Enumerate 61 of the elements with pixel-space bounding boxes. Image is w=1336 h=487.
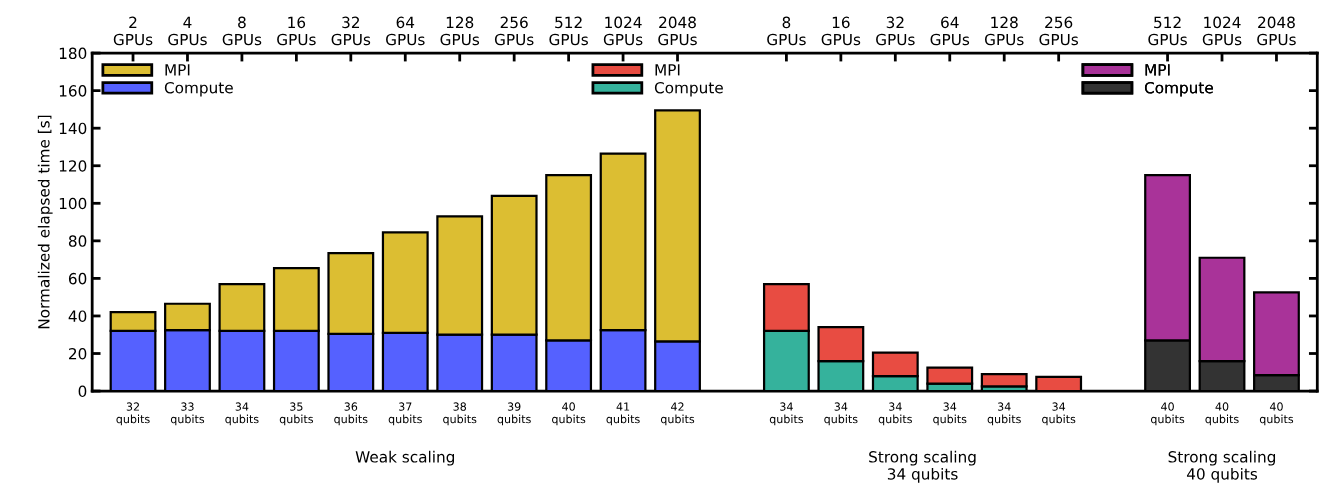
x-tick-label: 512 GPUs bbox=[549, 16, 588, 46]
x-tick-label: 256 GPUs bbox=[1039, 16, 1079, 46]
text: 40 qubits bbox=[1259, 402, 1294, 426]
y-tick-label: 180 bbox=[59, 47, 87, 60]
x-tick-label: 64 GPUs bbox=[930, 16, 970, 46]
text: 32 qubits bbox=[116, 402, 150, 426]
x-tick-label: 1024 GPUs bbox=[1202, 16, 1242, 46]
x-tick-label: 1024 GPUs bbox=[603, 16, 643, 46]
y-tick-label: 120 bbox=[59, 160, 87, 172]
y-tick-label: 0 bbox=[78, 385, 87, 398]
x-tick-label: 128 GPUs bbox=[440, 16, 480, 46]
x-tick-label: 32 GPUs bbox=[331, 16, 371, 46]
legend-label: Compute bbox=[654, 81, 723, 97]
legend-label: MPI bbox=[165, 64, 190, 76]
y-tick-label: 60 bbox=[68, 272, 87, 285]
text: Weak scaling bbox=[355, 450, 455, 466]
legend-label: MPI bbox=[1145, 64, 1170, 76]
text: 34 qubits bbox=[933, 402, 967, 426]
text: 34 qubits bbox=[1042, 402, 1076, 426]
text: 42 qubits bbox=[660, 402, 695, 426]
text: 33 qubits bbox=[170, 402, 205, 426]
legend-label: Compute bbox=[164, 81, 233, 97]
text: Strong scaling 34 qubits bbox=[869, 450, 976, 483]
y-tick-label: 160 bbox=[59, 85, 87, 97]
text: 40 qubits bbox=[1205, 402, 1239, 426]
text: 37 qubits bbox=[388, 402, 422, 426]
x-tick-label: 64 GPUs bbox=[386, 16, 425, 46]
y-tick-label: 20 bbox=[69, 347, 87, 360]
bar bbox=[980, 373, 1028, 388]
x-tick-label: 512 GPUs bbox=[1148, 16, 1187, 46]
x-tick-label: 32 GPUs bbox=[876, 16, 915, 46]
x-tick-label: 128 GPUs bbox=[984, 16, 1024, 46]
text: 34 qubits bbox=[225, 402, 259, 426]
x-tick-label: 2 GPUs bbox=[113, 16, 153, 46]
text: 40 qubits bbox=[552, 402, 586, 426]
text: 34 qubits bbox=[824, 402, 858, 426]
text: 41 qubits bbox=[606, 402, 640, 426]
text: 38 qubits bbox=[443, 402, 477, 426]
x-tick-label: 16 GPUs bbox=[277, 16, 316, 46]
text: 40 qubits bbox=[1150, 402, 1185, 426]
text: Strong scaling 40 qubits bbox=[1168, 450, 1276, 483]
y-tick-label: 140 bbox=[59, 122, 87, 135]
text: 35 qubits bbox=[279, 402, 314, 426]
legend-label: Compute bbox=[1144, 81, 1213, 97]
y-tick-label: 80 bbox=[68, 235, 87, 247]
y-axis-title: Normalized elapsed time [s] bbox=[37, 115, 53, 329]
text: 34 qubits bbox=[987, 402, 1021, 426]
text: 39 qubits bbox=[497, 402, 531, 426]
x-tick-label: 2048 GPUs bbox=[1257, 16, 1296, 46]
x-tick-label: 256 GPUs bbox=[494, 16, 534, 46]
x-tick-label: 8 GPUs bbox=[767, 16, 806, 46]
text: 34 qubits bbox=[878, 402, 912, 426]
y-tick-label: 40 bbox=[68, 310, 87, 322]
x-tick-label: 8 GPUs bbox=[222, 16, 262, 46]
text: 34 qubits bbox=[769, 402, 804, 426]
text: 36 qubits bbox=[334, 402, 368, 426]
x-tick-label: 2048 GPUs bbox=[658, 16, 697, 46]
x-tick-label: 16 GPUs bbox=[821, 16, 861, 46]
legend-label: MPI bbox=[655, 64, 680, 76]
x-tick-label: 4 GPUs bbox=[168, 16, 207, 46]
y-tick-label: 100 bbox=[59, 197, 87, 210]
